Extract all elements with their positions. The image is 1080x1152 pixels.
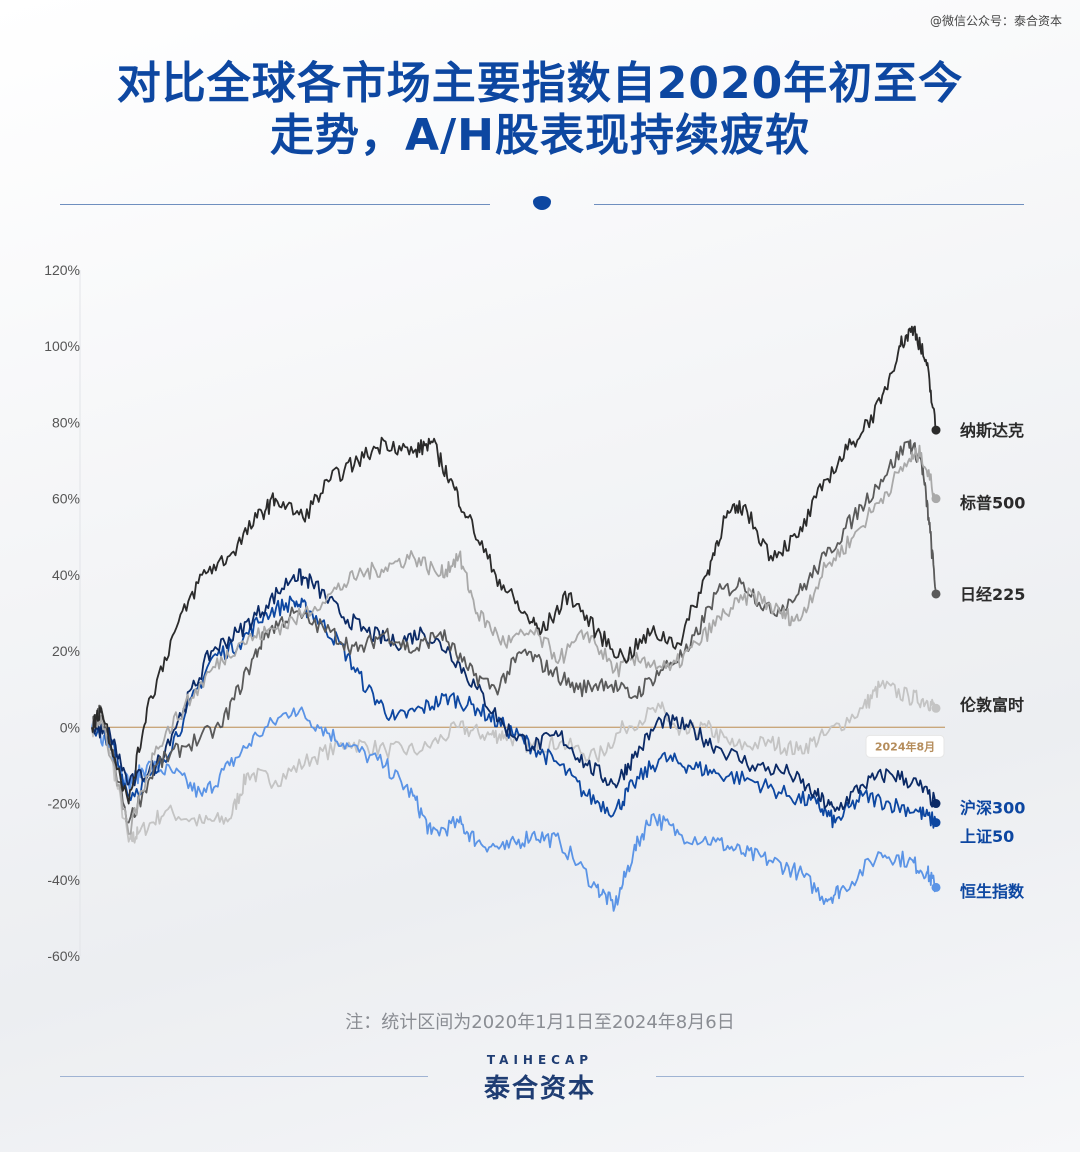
series-end-marker-1 (931, 703, 941, 713)
y-tick-label: 60% (52, 491, 80, 507)
page-title: 对比全球各市场主要指数自2020年初至今 走势，A/H股表现持续疲软 (0, 58, 1080, 162)
series-label-6: 标普500 (959, 493, 1025, 512)
series-end-marker-7 (931, 425, 941, 435)
diamond-icon (533, 196, 551, 210)
y-tick-label: 80% (52, 414, 80, 430)
annotation-box (865, 734, 945, 758)
brand-logo-en: TAIHECAP (486, 1053, 594, 1067)
page-title-line-2: 走势，A/H股表现持续疲软 (270, 110, 810, 161)
series-label-2: 恒生指数 (960, 882, 1025, 901)
footer-divider-left (60, 1076, 428, 1077)
series-line-7 (91, 325, 937, 805)
y-tick-label: 100% (44, 338, 80, 354)
y-tick-label: -40% (47, 872, 80, 888)
series-label-7: 纳斯达克 (960, 421, 1024, 440)
footnote: 注：统计区间为2020年1月1日至2024年8月6日 (345, 1012, 735, 1033)
y-tick-label: -20% (47, 796, 80, 812)
watermark: @微信公众号：泰合资本 (929, 14, 1062, 28)
y-tick-label: 0% (60, 719, 80, 735)
series-label-3: 上证50 (960, 827, 1014, 846)
y-tick-label: 40% (52, 567, 80, 583)
series-label-5: 日经225 (960, 585, 1025, 604)
page-title-line-1: 对比全球各市场主要指数自2020年初至今 (116, 58, 964, 109)
title-divider-left (60, 204, 490, 205)
y-tick-label: -60% (47, 948, 80, 964)
series-end-marker-3 (931, 818, 941, 828)
series-line-1 (91, 679, 937, 844)
series-label-4: 沪深300 (960, 798, 1025, 817)
series-line-4 (91, 568, 937, 813)
y-tick-label: 120% (44, 262, 80, 278)
series-line-3 (91, 595, 937, 829)
annotation-label: 2024年8月 (875, 739, 935, 753)
series-end-marker-6 (931, 494, 941, 504)
series-line-5 (91, 439, 937, 824)
footer-divider-right (656, 1076, 1024, 1077)
brand-logo-cn: 泰合资本 (483, 1074, 596, 1104)
series-end-marker-2 (931, 882, 941, 892)
series-label-1: 伦敦富时 (960, 695, 1024, 714)
series-line-6 (91, 444, 937, 835)
y-tick-label: 20% (52, 643, 80, 659)
title-divider-right (594, 204, 1024, 205)
line-chart: -60% -40% -20% 0% 20% 40% 60% 80% 100% 120% 伦敦富时恒生… (44, 262, 1025, 964)
series-line-2 (91, 706, 937, 912)
series-end-marker-4 (931, 799, 941, 809)
series-end-marker-5 (931, 589, 941, 599)
